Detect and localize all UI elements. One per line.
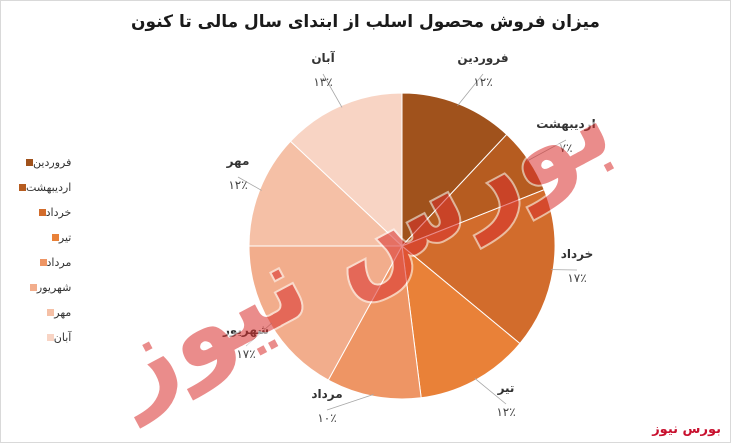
- legend-swatch-8: [46, 334, 54, 341]
- legend-swatch-3: [38, 209, 46, 216]
- legend-item-5: مرداد: [14, 250, 71, 275]
- slice-category-label-5: مرداد: [311, 387, 342, 401]
- pie-slice-5: [327, 244, 422, 400]
- leader-line-1: [457, 73, 484, 106]
- slice-category-label-2: اردیبهشت: [536, 117, 595, 131]
- slice-value-label-5: ۱۰٪: [317, 411, 336, 425]
- legend-item-8: آبان: [14, 325, 71, 350]
- leader-line-8: [322, 73, 343, 108]
- legend-item-2: اردیبهشت: [14, 175, 71, 200]
- slice-value-label-8: ۱۳٪: [313, 75, 332, 89]
- leader-line-2: [526, 139, 567, 162]
- legend-item-6: شهریور: [14, 275, 71, 300]
- slice-category-label-6: شهریور: [222, 323, 269, 338]
- pie-slice-4: [401, 244, 521, 399]
- leader-line-7: [237, 176, 262, 191]
- legend-label-4: تیر: [58, 231, 72, 244]
- slice-category-label-8: آبان: [311, 50, 335, 65]
- slice-category-label-4: تیر: [497, 381, 515, 395]
- legend: فروردین اردیبهشت خرداد تیر مرداد شهریور مهر آبا…: [14, 150, 71, 350]
- legend-swatch-1: [26, 159, 34, 166]
- slice-value-label-3: ۱۷٪: [567, 271, 586, 285]
- legend-swatch-2: [19, 184, 26, 191]
- legend-item-1: فروردین: [14, 150, 71, 175]
- slice-value-label-4: ۱۲٪: [496, 405, 515, 419]
- legend-label-5: مرداد: [46, 256, 72, 269]
- pie-slice-1: [401, 92, 508, 248]
- pie-slices: [248, 92, 556, 400]
- watermark-corner: بورس نیوز: [652, 422, 721, 437]
- leader-lines: [237, 73, 578, 411]
- legend-label-6: شهریور: [36, 281, 72, 294]
- slice-value-label-2: ۷٪: [560, 141, 573, 155]
- leader-line-4: [474, 378, 507, 405]
- legend-item-4: تیر: [14, 225, 71, 250]
- leader-line-5: [326, 393, 374, 411]
- legend-item-7: مهر: [14, 300, 71, 325]
- leader-line-6: [245, 322, 273, 347]
- slice-labels: فروردین ۱۲٪ اردیبهشت ۷٪ خرداد ۱۷٪ تیر ۱۲٪ مرداد ۱…: [222, 50, 596, 425]
- legend-swatch-4: [51, 234, 59, 241]
- legend-label-1: فروردین: [33, 156, 72, 169]
- legend-label-3: خرداد: [45, 206, 72, 219]
- slice-category-label-3: خرداد: [561, 247, 594, 261]
- legend-label-2: اردیبهشت: [26, 181, 72, 194]
- legend-swatch-5: [39, 259, 47, 266]
- legend-swatch-7: [47, 309, 55, 316]
- slice-value-label-1: ۱۲٪: [473, 75, 492, 89]
- chart-title: میزان فروش محصول اسلب از ابتدای سال مالی…: [131, 12, 600, 32]
- slice-category-label-1: فروردین: [457, 51, 508, 66]
- legend-swatch-6: [29, 284, 37, 291]
- slice-value-label-6: ۱۷٪: [236, 347, 255, 361]
- legend-label-8: آبان: [53, 331, 72, 344]
- slice-value-label-7: ۱۲٪: [228, 178, 247, 192]
- legend-item-3: خرداد: [14, 200, 71, 225]
- legend-label-7: مهر: [54, 306, 72, 319]
- slice-category-label-7: مهر: [226, 154, 250, 168]
